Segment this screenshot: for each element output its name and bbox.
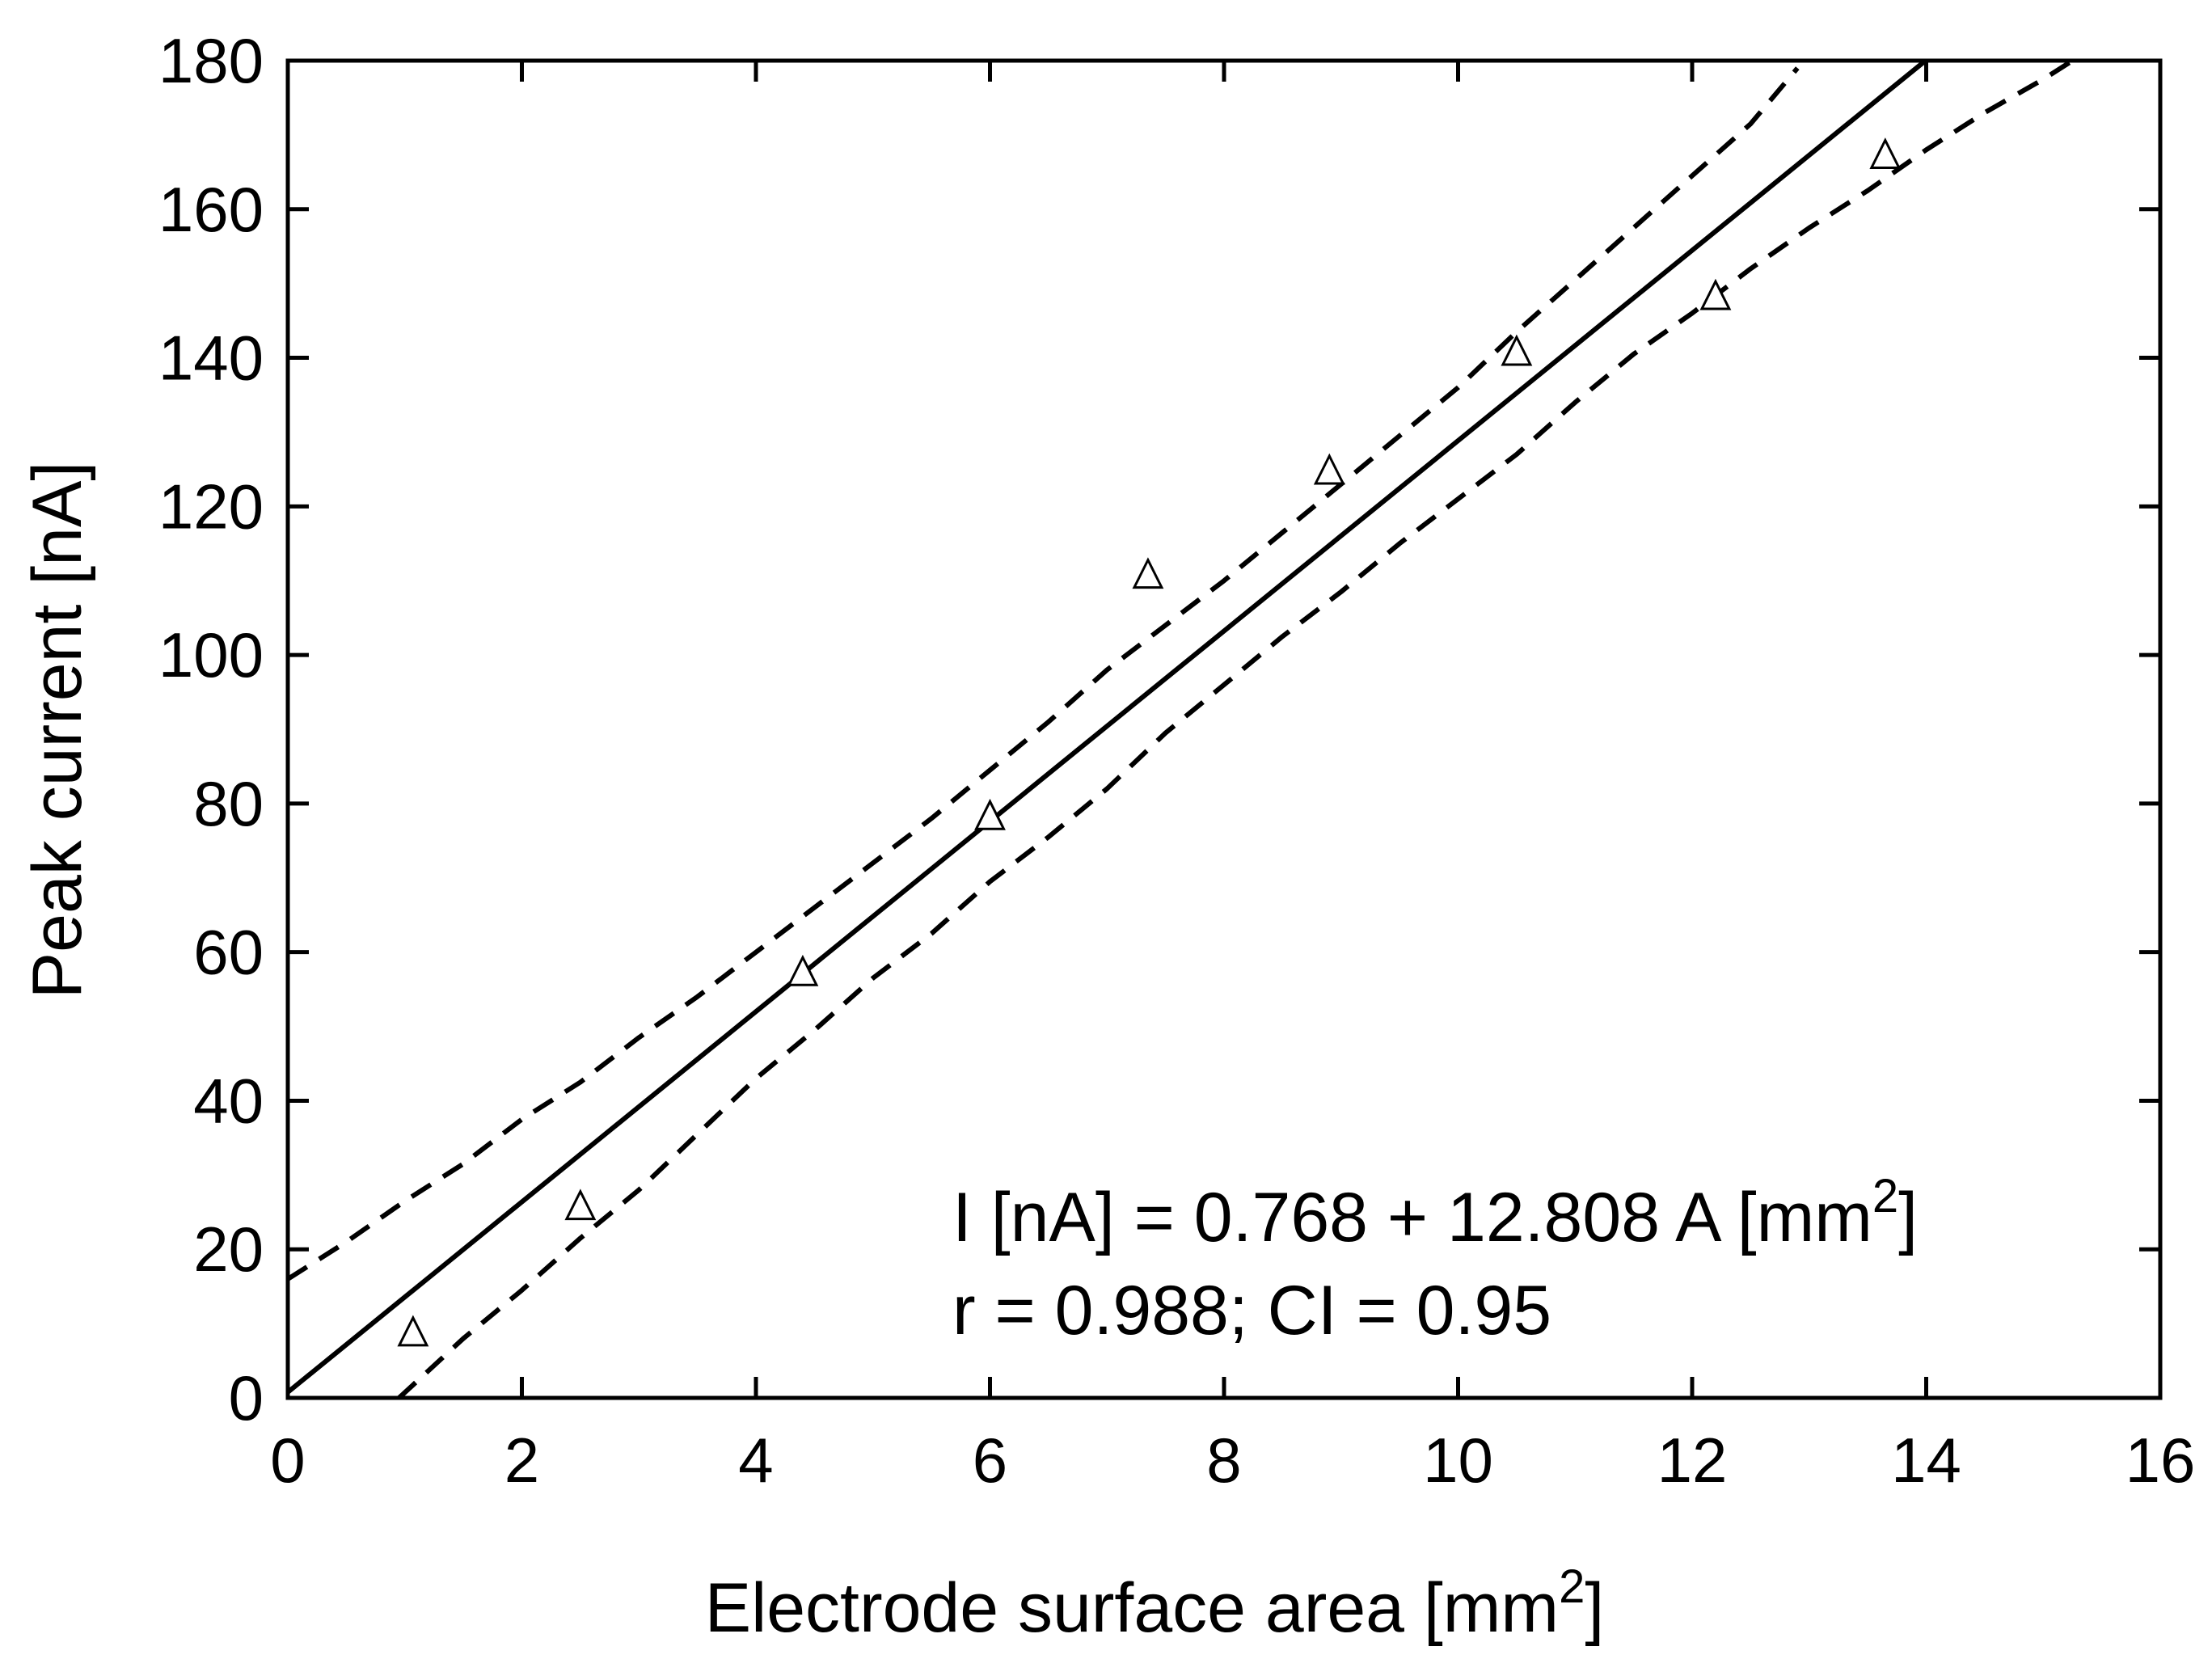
data-point-triangle bbox=[1313, 453, 1345, 485]
data-point-triangle bbox=[397, 1315, 429, 1347]
data-point-triangle bbox=[1501, 334, 1533, 366]
y-axis-title: Peak current [nA] bbox=[19, 462, 96, 998]
y-tick-label: 0 bbox=[229, 1362, 264, 1433]
data-point-triangle bbox=[1699, 278, 1732, 310]
y-tick-label: 40 bbox=[193, 1065, 264, 1136]
y-tick-label: 120 bbox=[158, 471, 264, 542]
curves-layer bbox=[288, 61, 2075, 1398]
fit-stats-annotation: r = 0.988; CI = 0.95 bbox=[952, 1272, 1551, 1349]
plot-frame bbox=[285, 58, 2163, 1400]
data-point-triangle bbox=[787, 954, 819, 986]
y-tick-label: 140 bbox=[158, 323, 264, 394]
points-layer bbox=[397, 137, 1902, 1347]
data-point-triangle bbox=[564, 1188, 597, 1221]
y-tick-label: 80 bbox=[193, 768, 264, 839]
x-tick-label: 2 bbox=[504, 1425, 539, 1496]
x-tick-label: 16 bbox=[2125, 1425, 2196, 1496]
y-tick-label: 180 bbox=[158, 25, 264, 96]
regression-line bbox=[288, 61, 1927, 1395]
fit-equation-annotation: I [nA] = 0.768 + 12.808 A [mm2] bbox=[952, 1170, 1918, 1256]
y-tick-label: 160 bbox=[158, 174, 264, 245]
data-point-triangle bbox=[1869, 137, 1902, 169]
data-point-triangle bbox=[974, 798, 1006, 830]
x-tick-label: 6 bbox=[973, 1425, 1007, 1496]
y-tick-label: 20 bbox=[193, 1214, 264, 1285]
x-tick-label: 10 bbox=[1423, 1425, 1493, 1496]
upper-confidence-curve bbox=[288, 66, 1800, 1281]
x-tick-label: 0 bbox=[270, 1425, 305, 1496]
y-tick-label: 60 bbox=[193, 917, 264, 988]
y-tick-label: 100 bbox=[158, 619, 264, 690]
x-tick-label: 8 bbox=[1206, 1425, 1241, 1496]
x-tick-label: 12 bbox=[1657, 1425, 1728, 1496]
x-axis-title: Electrode surface area [mm2] bbox=[705, 1560, 1605, 1647]
x-tick-label: 14 bbox=[1891, 1425, 1961, 1496]
lower-confidence-curve bbox=[397, 61, 2075, 1398]
x-tick-label: 4 bbox=[738, 1425, 773, 1496]
data-point-triangle bbox=[1132, 557, 1164, 589]
